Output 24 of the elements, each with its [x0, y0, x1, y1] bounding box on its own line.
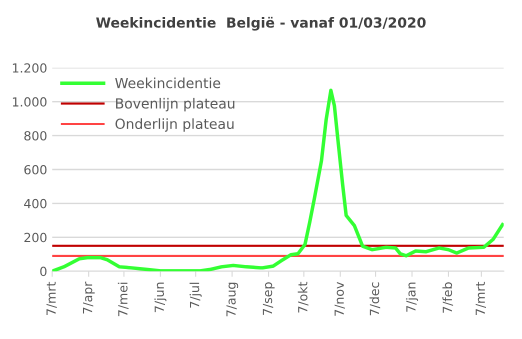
x-tick-label: 7/nov [334, 282, 345, 316]
y-tick-label: 0 [40, 266, 47, 276]
y-tick-label: 1.200 [12, 63, 47, 73]
x-tick-label: 7/okt [298, 282, 308, 313]
x-tick-label: 7/dec [370, 282, 380, 316]
legend-label: Bovenlijn plateau [116, 98, 234, 112]
x-tick-label: 7/apr [82, 282, 95, 314]
legend-label: Weekincidentie [115, 78, 220, 88]
y-tick-label: 1.000 [12, 97, 47, 107]
y-tick-label: 200 [24, 232, 47, 242]
y-tick-label: 400 [24, 198, 47, 208]
y-tick-label: 800 [24, 131, 47, 141]
x-tick-label: 7/aug [226, 282, 238, 316]
x-tick-label: 7/mei [118, 282, 129, 316]
x-tick-label: 7/jun [154, 282, 166, 312]
chart-title: Weekincidentie België - vanaf 01/03/2020 [96, 16, 426, 31]
x-tick-label: 7/mrt [476, 282, 486, 315]
x-tick-label: 7/sep [262, 282, 275, 315]
x-tick-label: 7/feb [442, 282, 454, 313]
x-tick-label: 7/jul [190, 282, 202, 308]
legend-label: Onderlijn plateau [115, 118, 234, 132]
y-tick-label: 600 [24, 164, 47, 174]
x-tick-label: 7/jan [406, 282, 418, 312]
x-tick-label: 7/mrt [46, 282, 57, 315]
